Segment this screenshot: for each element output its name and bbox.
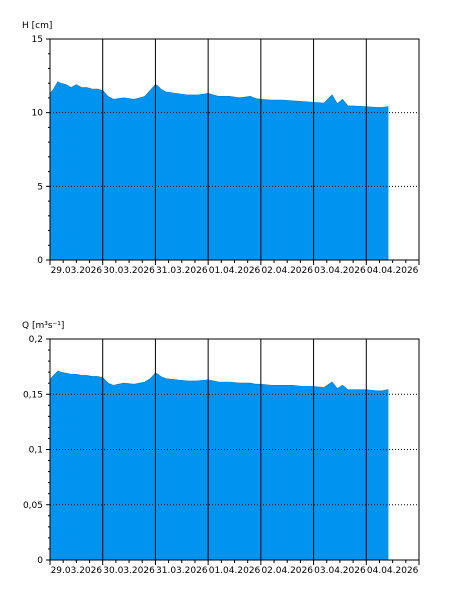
y-tick-label: 0,15 [23, 390, 43, 400]
series-line [49, 81, 389, 108]
y-tick-label: 15 [32, 35, 43, 45]
y-tick-label: 0,1 [29, 446, 43, 456]
series-area [50, 81, 389, 260]
x-tick-label: 03.04.2026 [314, 266, 366, 276]
y-tick-label: 0,05 [23, 501, 43, 511]
y-tick-label: 5 [37, 182, 43, 192]
y-tick-label: 0 [37, 256, 43, 266]
y-tick-label: 0 [37, 556, 43, 566]
x-tick-label: 30.03.2026 [103, 266, 155, 276]
x-tick-label: 04.04.2026 [367, 566, 419, 576]
x-tick-label: 29.03.2026 [51, 566, 103, 576]
water-level-chart: 0 5 10 15 29.03.2026 30.03.2026 31.03.2026 01.0… [22, 21, 420, 276]
x-tick-label: 30.03.2026 [103, 566, 155, 576]
x-tick-label: 01.04.2026 [209, 266, 261, 276]
x-tick-label: 01.04.2026 [209, 566, 261, 576]
y-tick-label: 0,2 [29, 335, 43, 345]
series-line [49, 370, 389, 392]
x-tick-label: 29.03.2026 [51, 266, 103, 276]
x-tick-label: 31.03.2026 [156, 266, 208, 276]
x-tick-label: 03.04.2026 [314, 566, 366, 576]
series-area [50, 371, 389, 560]
x-tick-label: 02.04.2026 [261, 266, 313, 276]
discharge-chart: 0 0,05 0,1 0,15 0,2 29.03.2026 30.03.2026 31.03… [22, 321, 420, 576]
x-tick-label: 02.04.2026 [261, 566, 313, 576]
y-axis-title: Q [m³s⁻¹] [22, 321, 64, 331]
y-axis-title: H [cm] [22, 21, 52, 31]
x-tick-label: 04.04.2026 [367, 266, 419, 276]
x-tick-label: 31.03.2026 [156, 566, 208, 576]
y-tick-label: 10 [32, 109, 44, 119]
